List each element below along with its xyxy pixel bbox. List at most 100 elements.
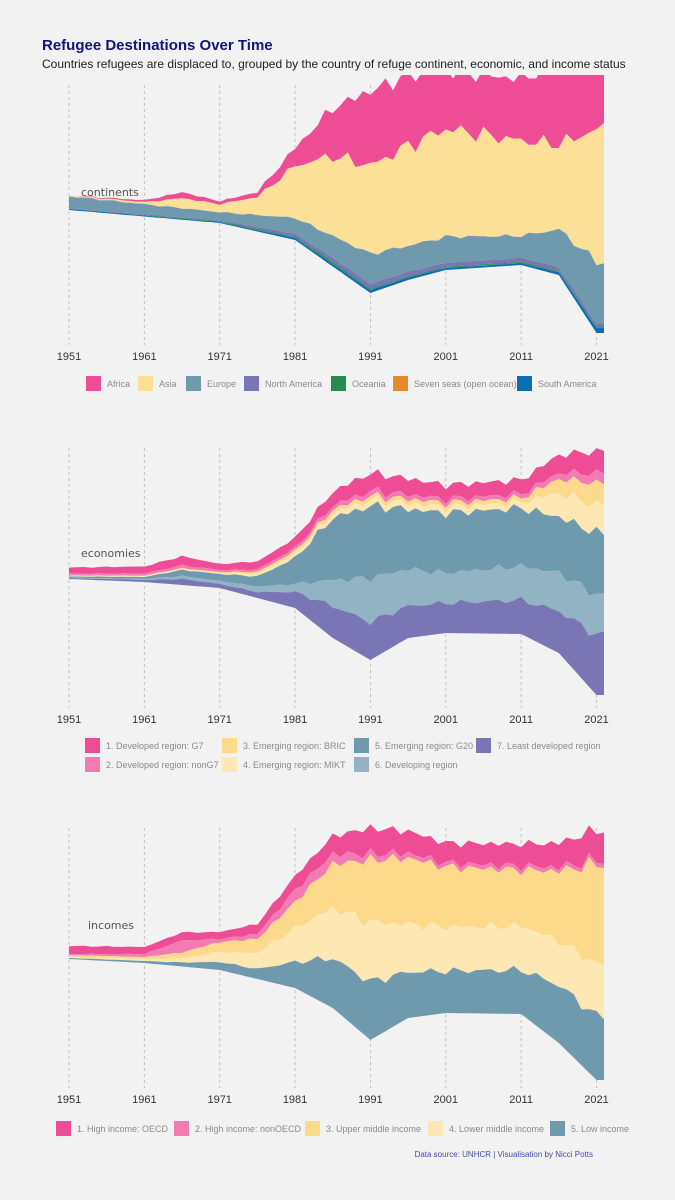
stream-1-developed-region-g7	[69, 448, 604, 574]
legend-item: 1. Developed region: G7	[85, 738, 204, 753]
legend-swatch	[354, 738, 369, 753]
legend-label: 4. Emerging region: MIKT	[243, 759, 346, 770]
stream-africa	[69, 75, 604, 205]
legend-label: South America	[538, 378, 597, 389]
legend-swatch	[244, 376, 259, 391]
x-tick-label: 2011	[509, 351, 533, 363]
legend-swatch	[476, 738, 491, 753]
continents-label: continents	[81, 186, 139, 199]
legend-item: 3. Upper middle income	[305, 1121, 421, 1136]
x-tick-label: 1981	[283, 351, 307, 363]
legend-item: Oceania	[331, 376, 386, 391]
legend-item: 5. Low income	[550, 1121, 629, 1136]
data-source-caption: Data source: UNHCR | Visualisation by Ni…	[414, 1150, 593, 1159]
legend-label: 1. High income: OECD	[77, 1123, 169, 1134]
x-tick-label: 1971	[207, 714, 231, 726]
economies-chart: 1951 1961 1971 1981 1991 2001 2011 2021 economie…	[57, 448, 609, 726]
legend-label: Oceania	[352, 378, 386, 389]
legend-item: South America	[517, 376, 597, 391]
x-tick-label: 2001	[434, 1094, 458, 1106]
legend-swatch	[428, 1121, 443, 1136]
page-subtitle: Countries refugees are displaced to, gro…	[42, 57, 626, 71]
legend-item: North America	[244, 376, 322, 391]
legend-label: 5. Low income	[571, 1123, 630, 1134]
legend-label: Europe	[207, 378, 237, 389]
stream-6-developing-region	[69, 563, 604, 636]
legend-swatch	[222, 738, 237, 753]
stream-5-emerging-region-g20	[69, 501, 604, 596]
legend-label: 6. Developing region	[375, 759, 458, 770]
legend-item: 5. Emerging region: G20	[354, 738, 473, 753]
legend-swatch	[393, 376, 408, 391]
x-tick-label: 1961	[132, 1094, 156, 1106]
legend-label: 3. Upper middle income	[326, 1123, 422, 1134]
x-tick-label: 1961	[132, 714, 156, 726]
incomes-chart: 1951 1961 1971 1981 1991 2001 2011 2021 incomes	[57, 824, 609, 1106]
legend-item: 1. High income: OECD	[56, 1121, 168, 1136]
legend-swatch	[222, 757, 237, 772]
legend-label: Asia	[159, 378, 177, 389]
stream-7-least-developed-region	[69, 578, 604, 695]
stream-4-emerging-region-mikt	[69, 492, 604, 578]
legend-swatch	[174, 1121, 189, 1136]
x-tick-label: 1981	[283, 1094, 307, 1106]
x-tick-label: 2001	[434, 714, 458, 726]
legend-label: North America	[265, 378, 323, 389]
legend-item: Seven seas (open ocean)	[393, 376, 517, 391]
stream-3-emerging-region-bric	[69, 476, 604, 577]
x-tick-label: 1971	[207, 1094, 231, 1106]
legend-item: 4. Lower middle income	[428, 1121, 544, 1136]
incomes-legend: 1. High income: OECD 2. High income: nonO…	[0, 1121, 675, 1141]
legend-label: 1. Developed region: G7	[106, 740, 204, 751]
x-tick-label: 2011	[509, 1094, 533, 1106]
legend-swatch	[85, 738, 100, 753]
legend-label: 7. Least developed region	[497, 740, 601, 751]
x-tick-label: 1981	[283, 714, 307, 726]
legend-label: 2. Developed region: nonG7	[106, 759, 219, 770]
stream-3-upper-middle-income	[69, 853, 604, 966]
x-tick-label: 1991	[358, 1094, 382, 1106]
legend-item: 3. Emerging region: BRIC	[222, 738, 346, 753]
x-tick-label: 2001	[434, 351, 458, 363]
legend-swatch	[331, 376, 346, 391]
continents-legend: Africa Asia Europe North America Oceania Seve…	[0, 376, 675, 396]
legend-item: 4. Emerging region: MIKT	[222, 757, 346, 772]
x-tick-label: 2021	[584, 1094, 608, 1106]
continents-chart: 1951 1961 1971 1981 1991 2001 2011 2021 continen…	[57, 75, 609, 363]
legend-label: Africa	[107, 378, 131, 389]
x-tick-label: 1971	[207, 351, 231, 363]
legend-swatch	[138, 376, 153, 391]
legend-item: Africa	[86, 376, 130, 391]
legend-swatch	[86, 376, 101, 391]
legend-swatch	[186, 376, 201, 391]
x-tick-label: 1991	[358, 351, 382, 363]
economies-legend: 1. Developed region: G7 2. Developed regi…	[0, 738, 675, 778]
legend-label: 4. Lower middle income	[449, 1123, 545, 1134]
legend-label: Seven seas (open ocean)	[414, 378, 517, 389]
legend-item: 6. Developing region	[354, 757, 458, 772]
legend-item: 2. High income: nonOECD	[174, 1121, 301, 1136]
stream-1-high-income-oecd	[69, 824, 604, 955]
incomes-label: incomes	[88, 919, 134, 932]
stream-europe	[69, 196, 604, 324]
legend-swatch	[550, 1121, 565, 1136]
stream-asia	[69, 123, 604, 266]
x-tick-label: 2021	[584, 714, 608, 726]
page-title: Refugee Destinations Over Time	[42, 37, 273, 54]
x-tick-label: 1961	[132, 351, 156, 363]
x-tick-label: 1991	[358, 714, 382, 726]
economies-label: economies	[81, 547, 141, 560]
legend-swatch	[56, 1121, 71, 1136]
x-tick-label: 1951	[57, 351, 81, 363]
legend-item: 7. Least developed region	[476, 738, 601, 753]
stream-2-developed-region-nong7	[69, 468, 604, 576]
legend-label: 2. High income: nonOECD	[195, 1123, 302, 1134]
x-tick-label: 2011	[509, 714, 533, 726]
stream-5-low-income	[69, 956, 604, 1080]
x-tick-label: 1951	[57, 714, 81, 726]
legend-swatch	[305, 1121, 320, 1136]
legend-label: 3. Emerging region: BRIC	[243, 740, 346, 751]
x-tick-label: 2021	[584, 351, 608, 363]
legend-item: 2. Developed region: nonG7	[85, 757, 219, 772]
legend-swatch	[517, 376, 532, 391]
